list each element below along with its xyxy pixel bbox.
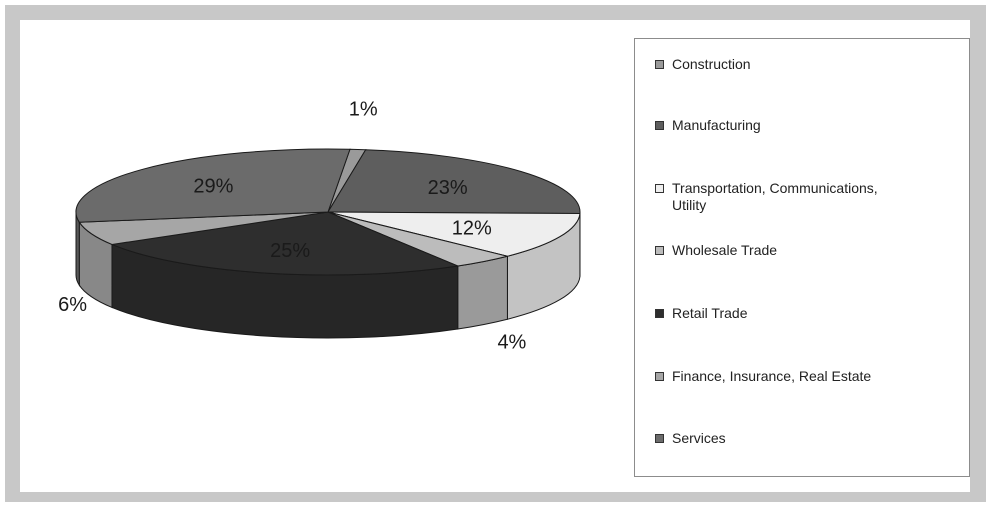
- legend-swatch: [655, 60, 664, 69]
- legend-label: Wholesale Trade: [672, 242, 778, 258]
- slice-label: 29%: [193, 176, 233, 198]
- legend-swatch: [655, 434, 664, 443]
- legend-swatch: [655, 309, 664, 318]
- pie-side-3: [457, 255, 508, 330]
- legend-label: Retail Trade: [672, 305, 748, 321]
- legend-swatch: [655, 184, 664, 193]
- pie-side-6: [75, 211, 80, 287]
- slice-label: 4%: [497, 332, 526, 354]
- pie-slice-4: [110, 211, 460, 276]
- slice-label: 1%: [349, 98, 378, 120]
- slice-label: 25%: [270, 240, 310, 262]
- slice-label: 6%: [58, 294, 87, 316]
- pie-slice-1: [327, 149, 581, 215]
- legend-label: Manufacturing: [672, 117, 761, 133]
- legend-label: Services: [672, 430, 726, 446]
- pie-slice-6: [75, 148, 351, 223]
- legend-label: Construction: [672, 56, 751, 72]
- legend-item-wholesale: Wholesale Trade: [655, 242, 777, 259]
- legend-item-transportation: Transportation, Communications, Utility: [655, 180, 915, 214]
- legend-label: Transportation, Communications, Utility: [672, 180, 878, 213]
- legend-label: Finance, Insurance, Real Estate: [672, 368, 872, 384]
- legend-item-finance: Finance, Insurance, Real Estate: [655, 368, 871, 385]
- legend-swatch: [655, 121, 664, 130]
- legend-swatch: [655, 372, 664, 381]
- slice-label: 23%: [428, 177, 468, 199]
- legend-item-construction: Construction: [655, 56, 751, 73]
- legend: Construction Manufacturing Transportatio…: [634, 38, 970, 477]
- legend-swatch: [655, 246, 664, 255]
- slice-label: 12%: [452, 217, 492, 239]
- legend-item-manufacturing: Manufacturing: [655, 117, 761, 134]
- legend-item-services: Services: [655, 430, 726, 447]
- pie-slice-2: [327, 211, 581, 257]
- legend-item-retail: Retail Trade: [655, 305, 747, 322]
